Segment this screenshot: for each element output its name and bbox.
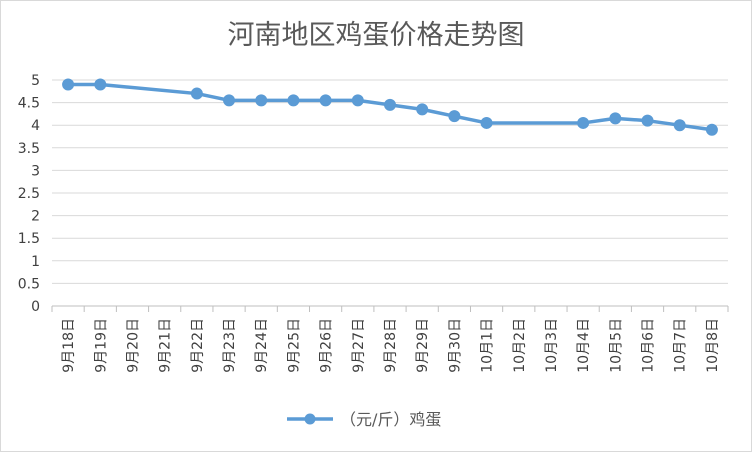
x-tick-label: 9月27日: [351, 318, 367, 373]
x-tick-label: 9月29日: [415, 318, 431, 373]
data-point[interactable]: [448, 110, 461, 123]
legend[interactable]: （元/斤）鸡蛋: [287, 410, 441, 429]
x-tick-label: 10月4日: [576, 318, 592, 373]
x-tick-label: 10月7日: [673, 318, 689, 373]
y-tick-label: 3.5: [18, 141, 40, 157]
data-point[interactable]: [480, 116, 493, 129]
y-tick-label: 1.5: [18, 231, 40, 247]
y-tick-label: 2: [31, 209, 40, 225]
y-tick-label: 0: [31, 299, 40, 315]
legend-label: （元/斤）鸡蛋: [340, 410, 441, 429]
x-tick-label: 10月6日: [641, 318, 657, 373]
data-point[interactable]: [62, 78, 75, 91]
x-tick-label: 10月2日: [512, 318, 528, 373]
x-tick-label: 10月8日: [705, 318, 721, 373]
x-tick-label: 10月5日: [608, 318, 624, 373]
data-point[interactable]: [673, 119, 686, 132]
data-point[interactable]: [287, 94, 300, 107]
series-group: [62, 78, 718, 136]
x-tick-label: 9月21日: [158, 318, 174, 373]
x-tick-label: 9月22日: [190, 318, 206, 373]
data-point[interactable]: [705, 123, 718, 136]
x-tick-label: 9月18日: [61, 318, 77, 373]
data-point[interactable]: [416, 103, 429, 116]
data-point[interactable]: [351, 94, 364, 107]
x-tick-label: 9月26日: [319, 318, 335, 373]
x-tick-label: 9月24日: [254, 318, 270, 373]
y-axis-ticks: 0 0.5 1 1.5 2 2.5 3 3.5 4 4.5 5: [18, 73, 40, 315]
y-tick-label: 5: [31, 73, 40, 89]
x-tick-label: 9月28日: [383, 318, 399, 373]
y-tick-label: 0.5: [18, 276, 40, 292]
x-tick-label: 9月20日: [125, 318, 141, 373]
y-tick-label: 2.5: [18, 186, 40, 202]
data-point[interactable]: [94, 78, 107, 91]
y-tick-label: 4: [31, 118, 40, 134]
data-point[interactable]: [641, 114, 654, 127]
x-axis: 9月18日 9月19日 9月20日 9月21日 9月22日 9月23日 9月24日 9月25日…: [51, 306, 729, 373]
data-point[interactable]: [609, 112, 622, 125]
x-tick-label: 10月3日: [544, 318, 560, 373]
y-tick-label: 3: [31, 163, 40, 179]
y-tick-label: 1: [31, 254, 40, 270]
chart-title: 河南地区鸡蛋价格走势图: [228, 20, 525, 51]
data-point[interactable]: [577, 116, 590, 129]
gridlines: [52, 79, 728, 307]
data-point[interactable]: [255, 94, 268, 107]
data-point[interactable]: [190, 87, 203, 100]
x-tick-label: 10月1日: [480, 318, 496, 373]
legend-marker: [304, 413, 316, 425]
x-tick-label: 9月19日: [93, 318, 109, 373]
x-tick-label: 9月25日: [286, 318, 302, 373]
x-tick-label: 9月30日: [447, 318, 463, 373]
data-point[interactable]: [384, 98, 396, 111]
data-point[interactable]: [319, 94, 332, 107]
x-tick-label: 9月23日: [222, 318, 238, 373]
y-tick-label: 4.5: [18, 96, 40, 112]
data-point[interactable]: [223, 94, 236, 107]
